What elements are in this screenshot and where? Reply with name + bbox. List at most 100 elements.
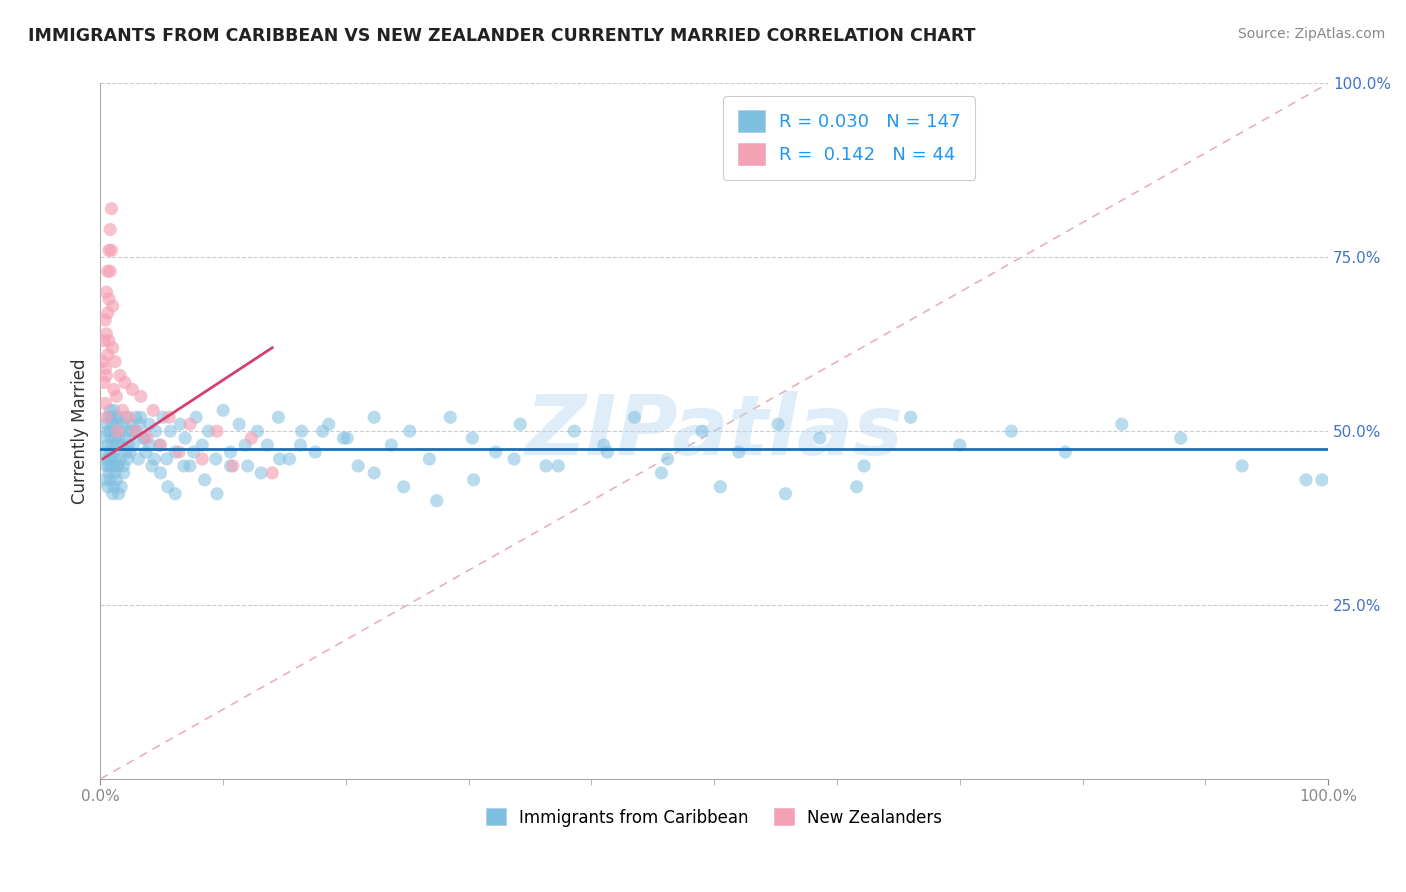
Point [97,306,120,320]
Point [98,473,121,487]
Point [96,410,118,425]
Point [246,424,269,438]
Point [900,410,922,425]
Point [105,389,128,403]
Point [1170,431,1192,445]
Point [173,458,195,473]
Point [145,424,167,438]
Point [96,458,118,473]
Point [657,452,679,467]
Point [93,431,115,445]
Point [107,417,129,432]
Point [167,445,190,459]
Point [290,438,312,452]
Point [766,417,789,432]
Point [94,396,117,410]
Point [111,417,134,432]
Point [107,458,129,473]
Point [256,438,278,452]
Point [129,410,152,425]
Point [100,410,122,425]
Point [509,417,531,432]
Point [136,431,159,445]
Point [156,452,179,467]
Point [118,445,141,459]
Point [347,458,370,473]
Point [129,389,152,403]
Point [114,431,136,445]
Point [97,438,120,452]
Point [159,424,181,438]
Point [363,466,385,480]
Point [156,480,179,494]
Point [267,410,290,425]
Point [562,424,585,438]
Point [278,452,301,467]
Point [104,452,127,467]
Point [98,222,121,236]
Point [103,424,125,438]
Point [107,487,129,501]
Point [114,376,136,390]
Point [112,458,135,473]
Point [121,383,143,397]
Point [104,431,127,445]
Point [117,424,139,438]
Point [262,466,284,480]
Point [485,445,508,459]
Point [98,424,121,438]
Point [94,473,117,487]
Point [94,361,117,376]
Point [98,445,121,459]
Point [111,403,134,417]
Point [105,438,128,452]
Point [97,348,120,362]
Point [97,292,120,306]
Text: ZIPatlas: ZIPatlas [526,391,903,472]
Point [709,480,731,494]
Point [107,410,129,425]
Point [165,487,187,501]
Point [117,438,139,452]
Point [97,466,120,480]
Point [439,410,461,425]
Point [101,458,124,473]
Point [115,445,138,459]
Point [97,410,120,425]
Point [107,431,129,445]
Point [363,410,385,425]
Point [100,202,122,216]
Point [96,417,118,432]
Point [291,424,314,438]
Point [98,403,121,417]
Point [121,424,143,438]
Point [179,417,201,432]
Point [94,313,117,327]
Point [120,417,142,432]
Point [463,473,485,487]
Point [1111,417,1133,432]
Point [204,452,226,467]
Point [110,480,132,494]
Point [115,410,138,425]
Point [228,417,250,432]
Point [96,368,118,383]
Point [101,487,124,501]
Point [134,431,156,445]
Point [311,424,333,438]
Point [547,458,569,473]
Point [194,473,217,487]
Point [141,458,163,473]
Point [101,417,124,432]
Point [97,264,120,278]
Point [143,452,166,467]
Point [108,368,131,383]
Point [592,438,614,452]
Point [304,445,326,459]
Point [623,410,645,425]
Text: Source: ZipAtlas.com: Source: ZipAtlas.com [1237,27,1385,41]
Point [233,438,256,452]
Point [96,326,118,341]
Point [103,480,125,494]
Point [138,417,160,432]
